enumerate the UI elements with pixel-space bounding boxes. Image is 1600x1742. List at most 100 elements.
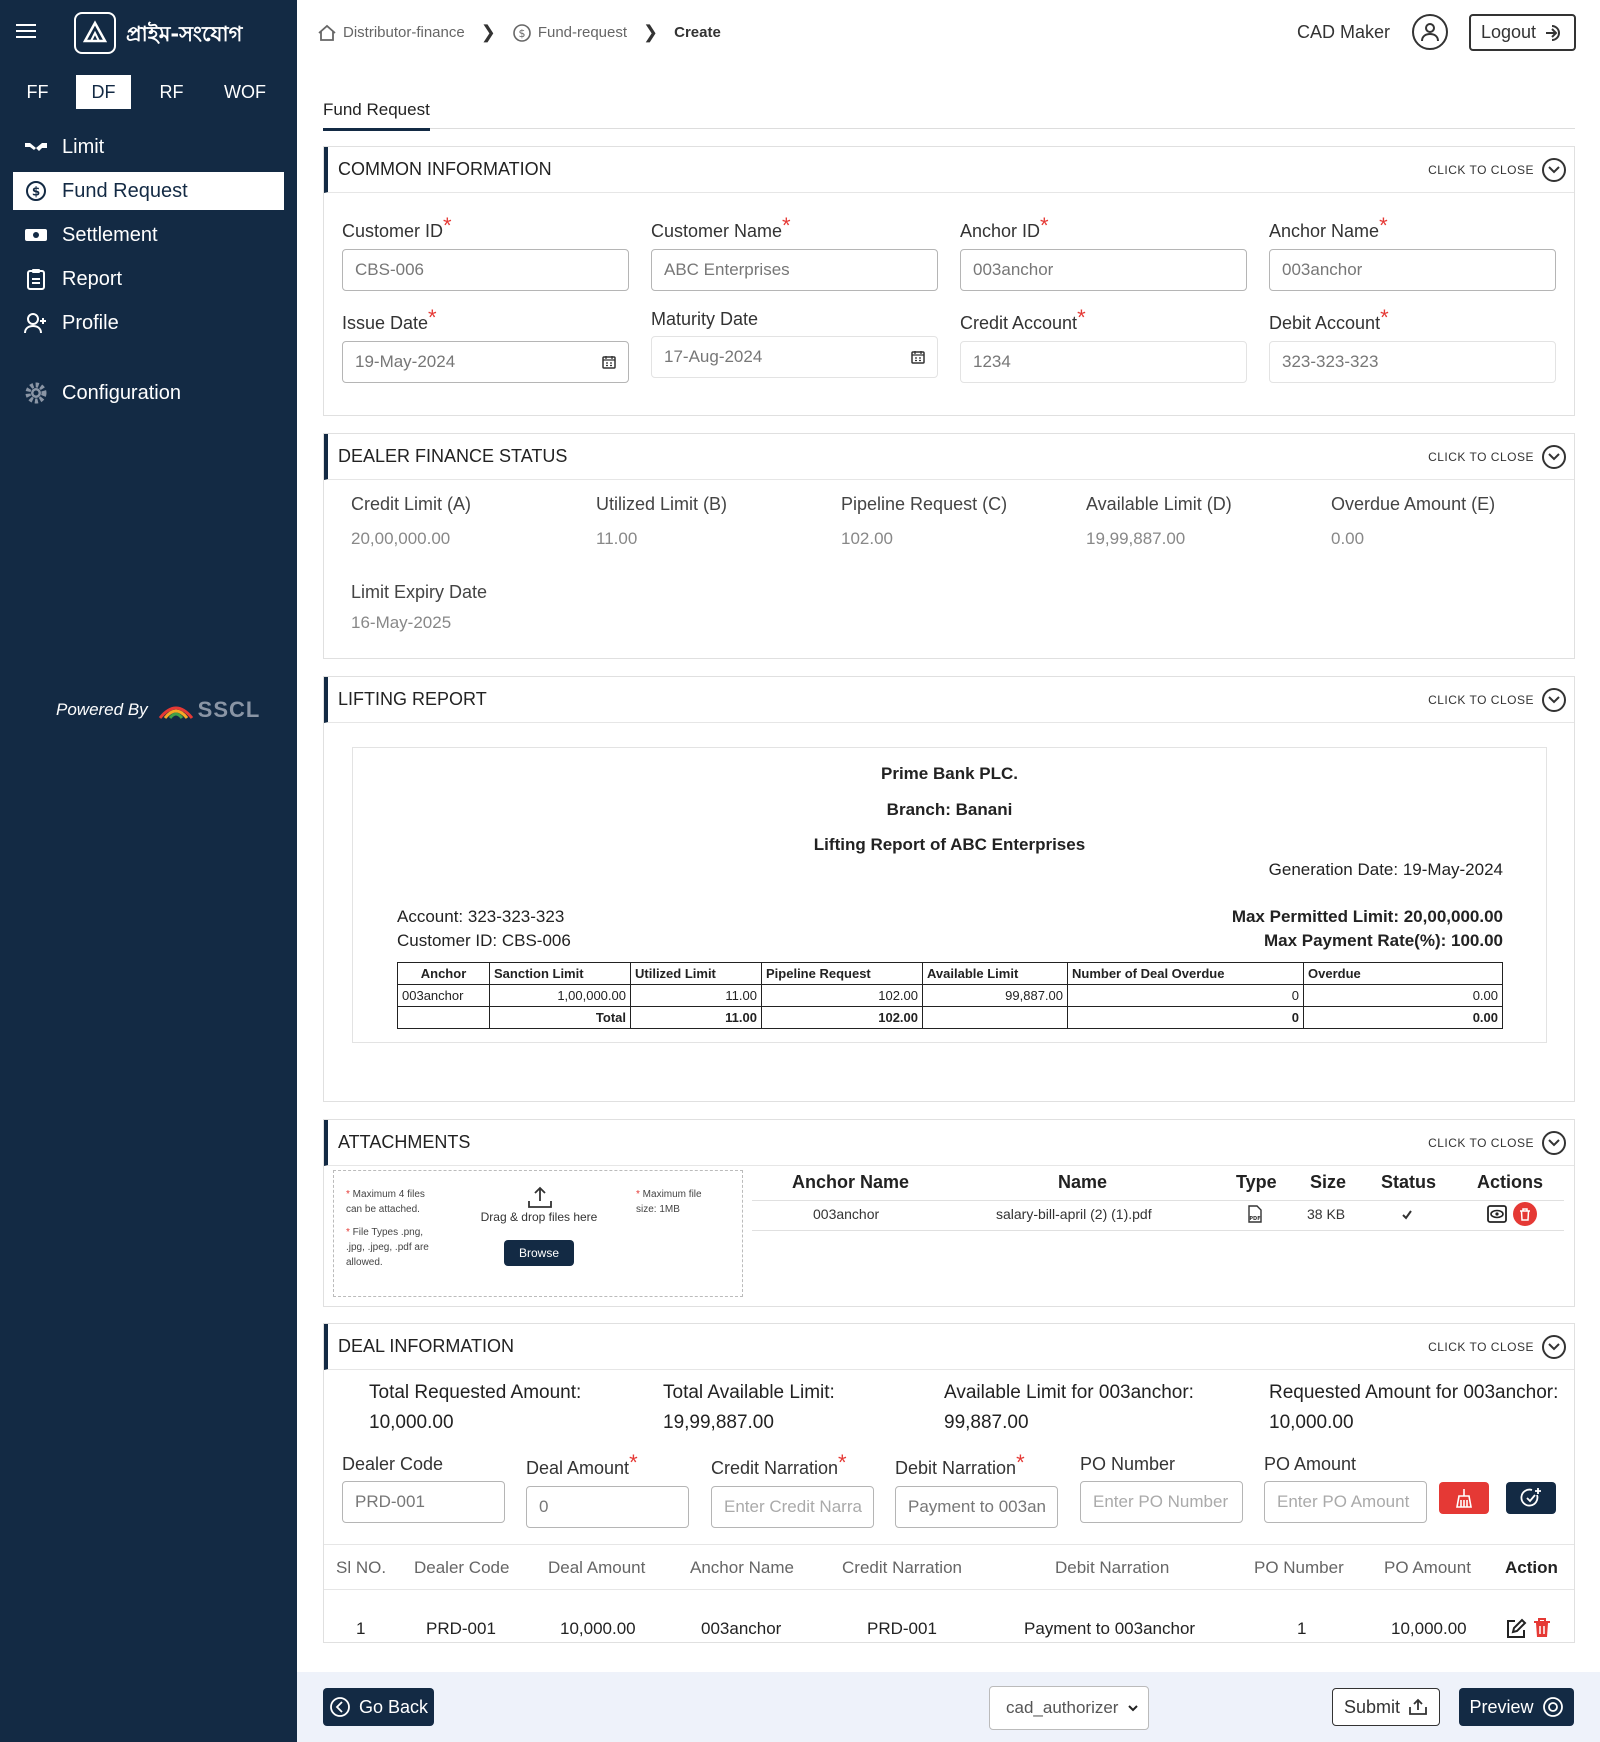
user-role: CAD Maker <box>1297 22 1391 42</box>
debit-account-field: Debit Account* 323-323-323 <box>1269 305 1556 383</box>
utilized-limit-stat: Utilized Limit (B) 11.00 <box>596 494 727 549</box>
stat-value: 0.00 <box>1331 529 1365 548</box>
click-to-close-button[interactable]: CLICK TO CLOSE <box>1428 444 1566 469</box>
deal-information-panel: DEAL INFORMATION CLICK TO CLOSE Total Re… <box>323 1323 1575 1643</box>
click-to-close-button[interactable]: CLICK TO CLOSE <box>1428 1334 1566 1359</box>
credit-narration-input[interactable]: Enter Credit Narra <box>711 1486 874 1528</box>
deal-row-po-amount: 10,000.00 <box>1391 1619 1467 1638</box>
sidebar-item-limit[interactable]: Limit <box>13 128 284 166</box>
arrow-left-circle-icon <box>330 1697 350 1717</box>
stat-label: Overdue Amount (E) <box>1331 494 1496 514</box>
calendar-icon[interactable] <box>602 355 616 369</box>
lifting-report-document: Prime Bank PLC. Branch: Banani Lifting R… <box>352 747 1547 1043</box>
column-header: Dealer Code <box>414 1558 510 1577</box>
preview-button[interactable]: Preview <box>1459 1688 1574 1726</box>
table-cell <box>397 1006 490 1029</box>
go-back-button[interactable]: Go Back <box>323 1688 434 1726</box>
brand-name: প্রাইম-সংযোগ <box>126 22 243 46</box>
sidebar-item-report[interactable]: Report <box>13 260 284 298</box>
column-header: Anchor Name <box>690 1558 794 1577</box>
po-amount-input[interactable]: Enter PO Amount <box>1264 1481 1427 1523</box>
add-deal-button[interactable] <box>1506 1482 1556 1514</box>
anchor-name-input[interactable]: 003anchor <box>1269 249 1556 291</box>
sidebar-item-profile[interactable]: Profile <box>13 304 284 342</box>
total-available-limit-stat: Total Available Limit: 19,99,887.00 <box>663 1382 835 1434</box>
table-row: 003anchor 1,00,000.00 11.00 102.00 99,88… <box>397 984 1503 1007</box>
dealer-code-field: Dealer Code PRD-001 <box>342 1454 505 1523</box>
powered-by-label: Powered By <box>56 700 148 719</box>
stat-value: 16-May-2025 <box>351 613 452 632</box>
chevron-down-icon <box>1542 444 1566 469</box>
delete-icon[interactable] <box>1533 1618 1551 1643</box>
column-header: Actions <box>1477 1172 1544 1192</box>
footer-bar: Go Back cad_authorizer Submit Preview <box>297 1672 1600 1742</box>
maturity-date-label: Maturity Date <box>651 309 759 329</box>
click-to-close-label: CLICK TO CLOSE <box>1428 1339 1534 1354</box>
customer-name-input[interactable]: ABC Enterprises <box>651 249 938 291</box>
browse-button[interactable]: Browse <box>504 1240 574 1266</box>
click-to-close-button[interactable]: CLICK TO CLOSE <box>1428 687 1566 712</box>
maturity-date-input[interactable]: 17-Aug-2024 <box>651 336 938 378</box>
chevron-down-icon <box>1542 1334 1566 1359</box>
tab-fund-request[interactable]: Fund Request <box>323 100 430 131</box>
table-cell: 0 <box>1067 984 1304 1007</box>
breadcrumb-item-distributor-finance[interactable]: Distributor-finance <box>317 24 465 42</box>
po-number-input[interactable]: Enter PO Number <box>1080 1481 1243 1523</box>
attachments-table-divider <box>752 1200 1564 1201</box>
file-types-text: File Types .png, .jpg, .jpeg, .pdf are a… <box>346 1227 429 1268</box>
view-eye-icon[interactable] <box>1486 1203 1508 1230</box>
stat-value: 102.00 <box>841 529 893 548</box>
handshake-icon <box>23 139 49 155</box>
calendar-icon[interactable] <box>911 350 925 364</box>
panel-title: DEALER FINANCE STATUS <box>338 446 568 466</box>
column-header: Deal Amount <box>548 1558 646 1577</box>
anchor-id-input[interactable]: 003anchor <box>960 249 1247 291</box>
debit-account-input[interactable]: 323-323-323 <box>1269 341 1556 383</box>
credit-account-input[interactable]: 1234 <box>960 341 1247 383</box>
issue-date-input[interactable]: 19-May-2024 <box>342 341 629 383</box>
mode-tab-rf[interactable]: RF <box>159 82 184 102</box>
dealer-code-input[interactable]: PRD-001 <box>342 1481 505 1523</box>
menu-icon[interactable] <box>16 24 36 40</box>
mode-tab-wof[interactable]: WOF <box>224 82 266 102</box>
debit-narration-input[interactable]: Payment to 003an <box>895 1486 1058 1528</box>
mode-tab-ff[interactable]: FF <box>26 82 49 102</box>
logout-button[interactable]: Logout <box>1469 14 1576 51</box>
customer-id-input[interactable]: CBS-006 <box>342 249 629 291</box>
drop-text: Drag & drop files here <box>480 1210 598 1224</box>
column-header: Size <box>1310 1172 1347 1192</box>
sidebar-item-settlement[interactable]: Settlement <box>13 216 284 254</box>
upload-icon <box>528 1186 552 1208</box>
click-to-close-button[interactable]: CLICK TO CLOSE <box>1428 157 1566 182</box>
deal-amount-input[interactable]: 0 <box>526 1486 689 1528</box>
edit-icon[interactable] <box>1505 1618 1527 1645</box>
column-header: Debit Narration <box>1055 1558 1170 1577</box>
user-avatar-icon[interactable] <box>1412 14 1448 50</box>
mode-tab-df[interactable]: DF <box>76 75 131 109</box>
delete-attachment-icon[interactable] <box>1513 1202 1537 1226</box>
issue-date-label: Issue Date <box>342 313 429 333</box>
click-to-close-button[interactable]: CLICK TO CLOSE <box>1428 1130 1566 1155</box>
clear-form-button[interactable] <box>1439 1482 1489 1514</box>
chevron-down-icon <box>1542 157 1566 182</box>
deal-row-po-number: 1 <box>1297 1619 1307 1638</box>
stat-label: Available Limit (D) <box>1086 494 1232 514</box>
breadcrumb-item-fund-request[interactable]: $ Fund-request <box>512 23 627 43</box>
sidebar-item-label: Fund Request <box>62 179 188 202</box>
issue-date-value: 19-May-2024 <box>355 352 456 371</box>
stat-label: Credit Limit (A) <box>351 494 472 514</box>
gear-icon <box>23 381 49 405</box>
authorizer-select[interactable]: cad_authorizer <box>989 1686 1149 1730</box>
stat-value: 19,99,887.00 <box>1086 529 1186 548</box>
credit-account-field: Credit Account* 1234 <box>960 305 1247 383</box>
panel-title: LIFTING REPORT <box>338 689 487 709</box>
sidebar-item-fund-request[interactable]: $ Fund Request <box>13 172 284 210</box>
max-files-text: Maximum 4 files can be attached. <box>346 1189 425 1215</box>
credit-narration-label: Credit Narration <box>711 1458 839 1478</box>
table-cell: 102.00 <box>761 1006 923 1029</box>
panel-header: DEAL INFORMATION CLICK TO CLOSE <box>324 1324 1574 1370</box>
submit-button[interactable]: Submit <box>1332 1688 1440 1726</box>
table-cell: 99,887.00 <box>922 984 1068 1007</box>
sidebar-item-configuration[interactable]: Configuration <box>13 374 284 412</box>
file-dropzone[interactable]: * Maximum 4 files can be attached. * Fil… <box>333 1170 743 1297</box>
